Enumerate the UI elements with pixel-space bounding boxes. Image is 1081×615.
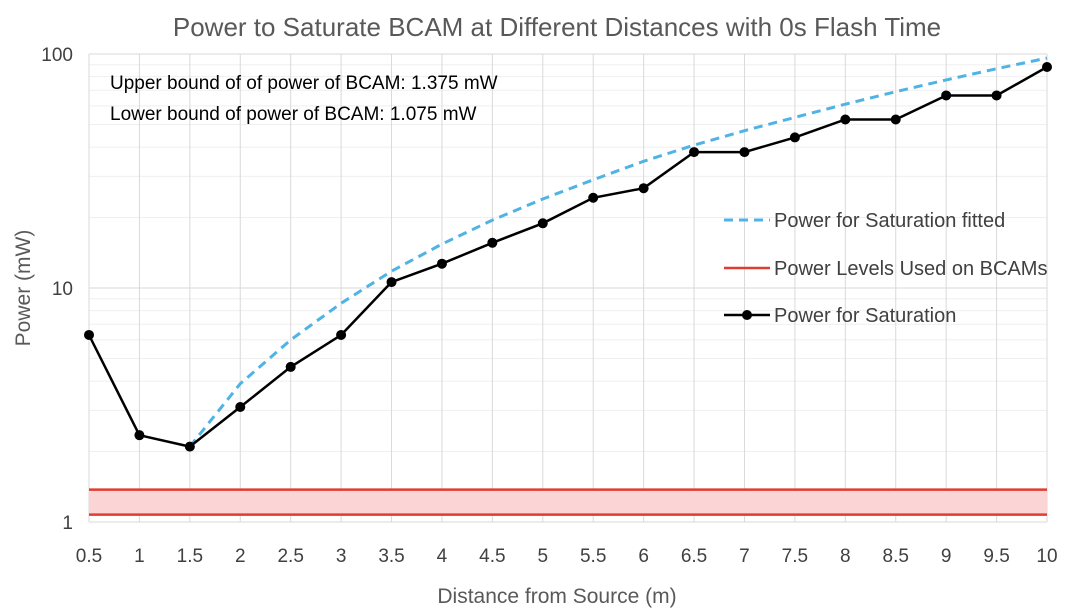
data-point bbox=[537, 218, 548, 229]
fitted-series-line bbox=[188, 56, 1048, 448]
y-axis-label: Power (mW) bbox=[12, 230, 35, 347]
x-tick-label: 10 bbox=[1036, 546, 1057, 567]
x-tick-label: 5 bbox=[538, 546, 549, 567]
x-tick-labels: 0.5 1 1.5 2 2.5 3 3.5 4 4.5 5 5.5 6 6.5 7 7.5 8 8.5 9 9.5 1… bbox=[76, 546, 1058, 567]
data-point bbox=[235, 402, 246, 413]
data-point bbox=[941, 90, 952, 101]
x-tick-label: 3 bbox=[336, 546, 347, 567]
data-point bbox=[1042, 61, 1052, 72]
x-tick-label: 8.5 bbox=[883, 546, 909, 567]
data-point bbox=[739, 147, 750, 158]
x-tick-label: 6 bbox=[638, 546, 649, 567]
legend-entry: Power for Saturation fitted bbox=[724, 210, 1005, 232]
x-tick-label: 1.5 bbox=[177, 546, 203, 567]
data-point bbox=[285, 361, 296, 372]
data-point bbox=[134, 430, 145, 441]
grid bbox=[88, 53, 1048, 523]
annotation-upper-bound: Upper bound of of power of BCAM: 1.375 m… bbox=[110, 73, 498, 94]
x-tick-label: 2.5 bbox=[277, 546, 303, 567]
x-tick-label: 2 bbox=[235, 546, 246, 567]
data-point bbox=[336, 329, 347, 340]
series-layer bbox=[84, 56, 1052, 452]
data-point bbox=[840, 114, 851, 125]
data-point bbox=[184, 441, 195, 452]
power-band-fill bbox=[89, 489, 1047, 515]
y-tick-labels: 1 10 100 bbox=[41, 45, 73, 534]
legend-label: Power for Saturation fitted bbox=[774, 210, 1005, 232]
saturation-series-line bbox=[87, 65, 1048, 448]
data-point bbox=[487, 237, 498, 248]
legend-label: Power Levels Used on BCAMs bbox=[774, 258, 1047, 280]
y-tick-label: 100 bbox=[41, 45, 73, 66]
data-point bbox=[890, 114, 901, 125]
x-tick-label: 6.5 bbox=[681, 546, 707, 567]
power-band bbox=[89, 488, 1047, 516]
x-tick-label: 4 bbox=[437, 546, 448, 567]
annotation-lower-bound: Lower bound of power of BCAM: 1.075 mW bbox=[110, 104, 477, 125]
data-point bbox=[588, 192, 599, 203]
data-point bbox=[789, 132, 800, 143]
x-tick-label: 7.5 bbox=[782, 546, 808, 567]
y-tick-label: 1 bbox=[62, 513, 73, 534]
legend: Power for Saturation fitted Power Levels … bbox=[724, 210, 1047, 327]
data-point bbox=[689, 147, 700, 158]
x-tick-label: 4.5 bbox=[479, 546, 505, 567]
legend-entry: Power Levels Used on BCAMs bbox=[724, 258, 1047, 280]
x-axis-label: Distance from Source (m) bbox=[437, 585, 676, 608]
data-point bbox=[436, 258, 447, 269]
legend-label: Power for Saturation bbox=[774, 305, 956, 327]
y-tick-label: 10 bbox=[52, 279, 73, 300]
data-point bbox=[84, 329, 94, 340]
data-point bbox=[638, 183, 649, 194]
data-point bbox=[991, 90, 1002, 101]
legend-entry: Power for Saturation bbox=[724, 305, 956, 327]
x-tick-label: 5.5 bbox=[580, 546, 606, 567]
data-point bbox=[386, 277, 397, 288]
legend-marker bbox=[742, 310, 752, 320]
x-tick-label: 8 bbox=[840, 546, 851, 567]
x-tick-label: 1 bbox=[134, 546, 145, 567]
x-tick-label: 9 bbox=[941, 546, 952, 567]
x-tick-label: 7 bbox=[739, 546, 750, 567]
chart-title: Power to Saturate BCAM at Different Dist… bbox=[173, 12, 941, 42]
x-tick-label: 0.5 bbox=[76, 546, 102, 567]
x-tick-label: 9.5 bbox=[983, 546, 1009, 567]
x-tick-label: 3.5 bbox=[378, 546, 404, 567]
